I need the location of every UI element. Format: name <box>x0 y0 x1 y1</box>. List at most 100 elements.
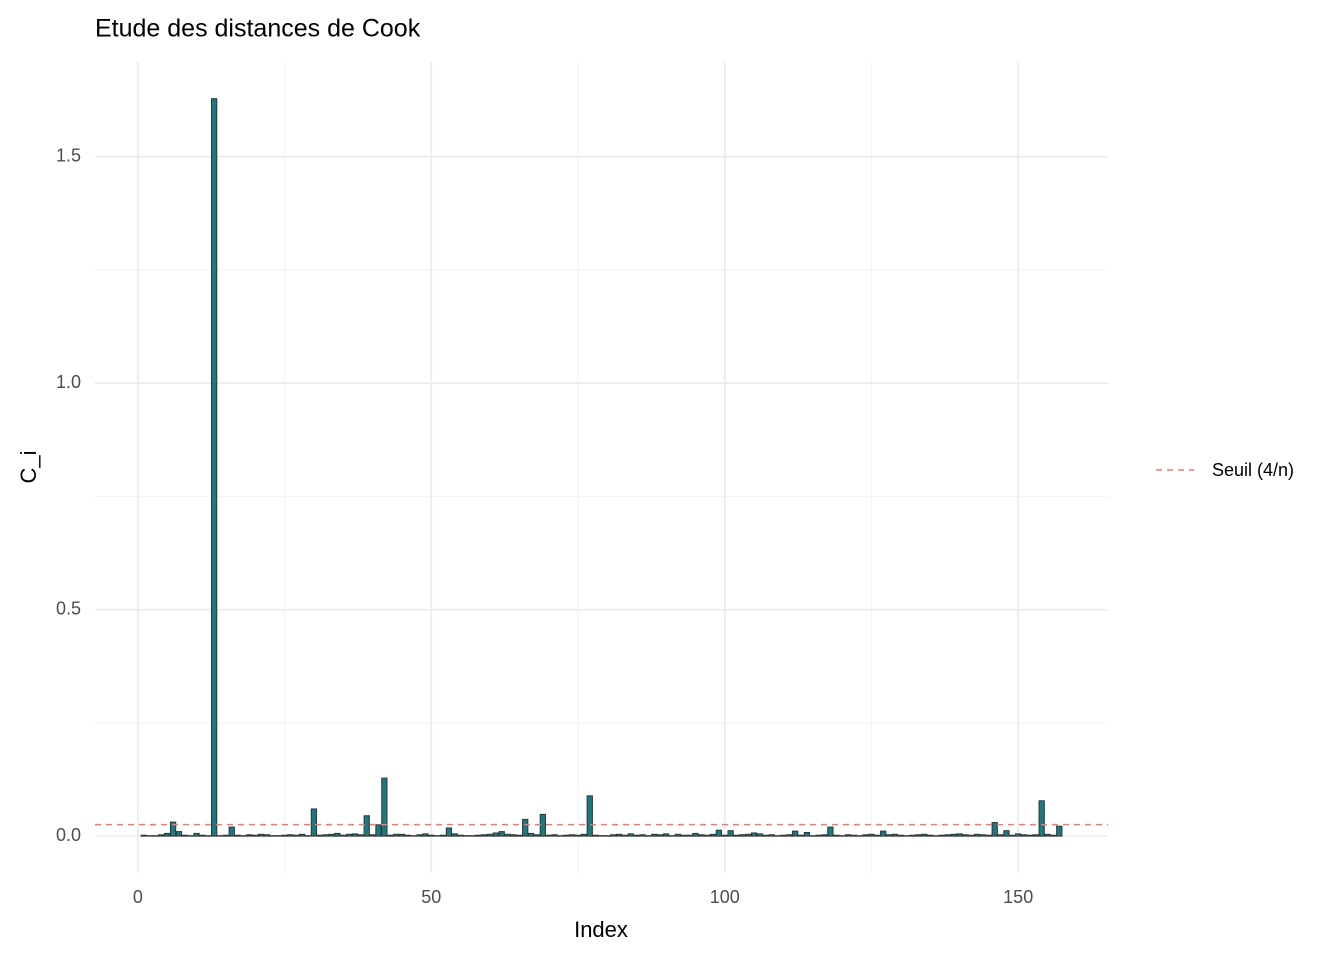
bar <box>592 834 599 837</box>
bar <box>1032 834 1039 837</box>
bar <box>803 832 811 837</box>
bar <box>997 834 1004 837</box>
bar <box>181 834 188 837</box>
bar <box>1056 825 1063 837</box>
bar <box>392 833 400 837</box>
bar <box>956 833 963 837</box>
bar <box>334 832 341 837</box>
bar <box>404 834 411 837</box>
bar <box>357 834 365 837</box>
bar <box>692 832 699 837</box>
bar <box>973 833 981 837</box>
bar <box>563 834 570 837</box>
bar <box>381 777 388 837</box>
bar <box>651 833 658 837</box>
bar <box>363 815 370 837</box>
bar <box>1003 830 1010 837</box>
bar <box>228 826 235 837</box>
bar <box>451 833 458 837</box>
bar <box>968 834 975 837</box>
y-tick-label: 0.5 <box>56 598 81 618</box>
bar <box>827 826 834 837</box>
bar <box>979 834 987 837</box>
bar <box>569 834 576 837</box>
bar <box>662 833 670 837</box>
bar <box>686 834 693 837</box>
bar <box>322 834 329 837</box>
bar <box>351 833 359 837</box>
bar <box>480 834 488 837</box>
y-tick-label: 1.0 <box>56 372 81 392</box>
bar <box>345 833 353 837</box>
bar <box>909 834 916 837</box>
bar <box>833 834 840 837</box>
bar <box>915 834 922 837</box>
x-tick-label: 0 <box>133 887 143 907</box>
bar <box>762 834 769 837</box>
bar <box>169 821 177 837</box>
bar <box>733 834 740 837</box>
plot-layer: 0.0 0.5 1.0 1.5 0 50 100 150 Seuil (4/n) <box>56 62 1294 907</box>
bar <box>375 824 382 837</box>
bar <box>510 834 517 837</box>
bar <box>387 834 394 837</box>
bar <box>721 834 728 837</box>
bar <box>504 833 511 837</box>
bar <box>398 833 406 837</box>
bar <box>727 830 734 837</box>
bar <box>797 834 805 837</box>
bar <box>158 834 165 837</box>
bar <box>164 832 171 837</box>
bar <box>1038 800 1045 837</box>
bar <box>621 834 629 837</box>
bar <box>175 831 183 837</box>
bar <box>750 832 758 837</box>
bar <box>486 833 494 837</box>
x-tick-label: 150 <box>1003 887 1033 907</box>
bar <box>756 833 764 837</box>
bar <box>1050 834 1057 837</box>
bar <box>246 834 253 837</box>
bar <box>492 832 499 837</box>
bar <box>252 834 259 837</box>
bar <box>1015 833 1022 837</box>
bar <box>927 834 934 837</box>
x-tick-label: 50 <box>421 887 441 907</box>
bar <box>821 834 828 837</box>
bar <box>739 834 746 837</box>
bar <box>950 833 957 837</box>
bar <box>263 834 271 837</box>
bar <box>891 833 899 837</box>
bar <box>921 833 928 837</box>
bar <box>316 834 323 837</box>
bar <box>140 834 147 837</box>
bar <box>768 834 775 837</box>
bar <box>991 822 998 837</box>
bar <box>897 834 904 837</box>
bar <box>615 833 623 837</box>
y-tick-label: 1.5 <box>56 145 81 165</box>
bar <box>709 833 717 837</box>
bar <box>281 834 288 837</box>
bar <box>211 98 218 837</box>
bar <box>657 834 664 837</box>
bar <box>457 834 464 837</box>
bar <box>745 833 752 837</box>
bar <box>527 832 535 837</box>
bar <box>416 834 423 837</box>
bar <box>193 832 200 837</box>
bar <box>199 834 206 837</box>
bar <box>475 834 482 837</box>
bar <box>340 834 347 837</box>
bar <box>704 834 711 837</box>
bar <box>627 833 634 837</box>
bar <box>944 834 951 837</box>
bar <box>868 833 875 837</box>
bar <box>1026 834 1034 837</box>
bar <box>222 834 230 837</box>
bar <box>533 834 541 837</box>
bar <box>938 834 946 837</box>
bar <box>880 830 887 837</box>
bar <box>445 827 453 837</box>
